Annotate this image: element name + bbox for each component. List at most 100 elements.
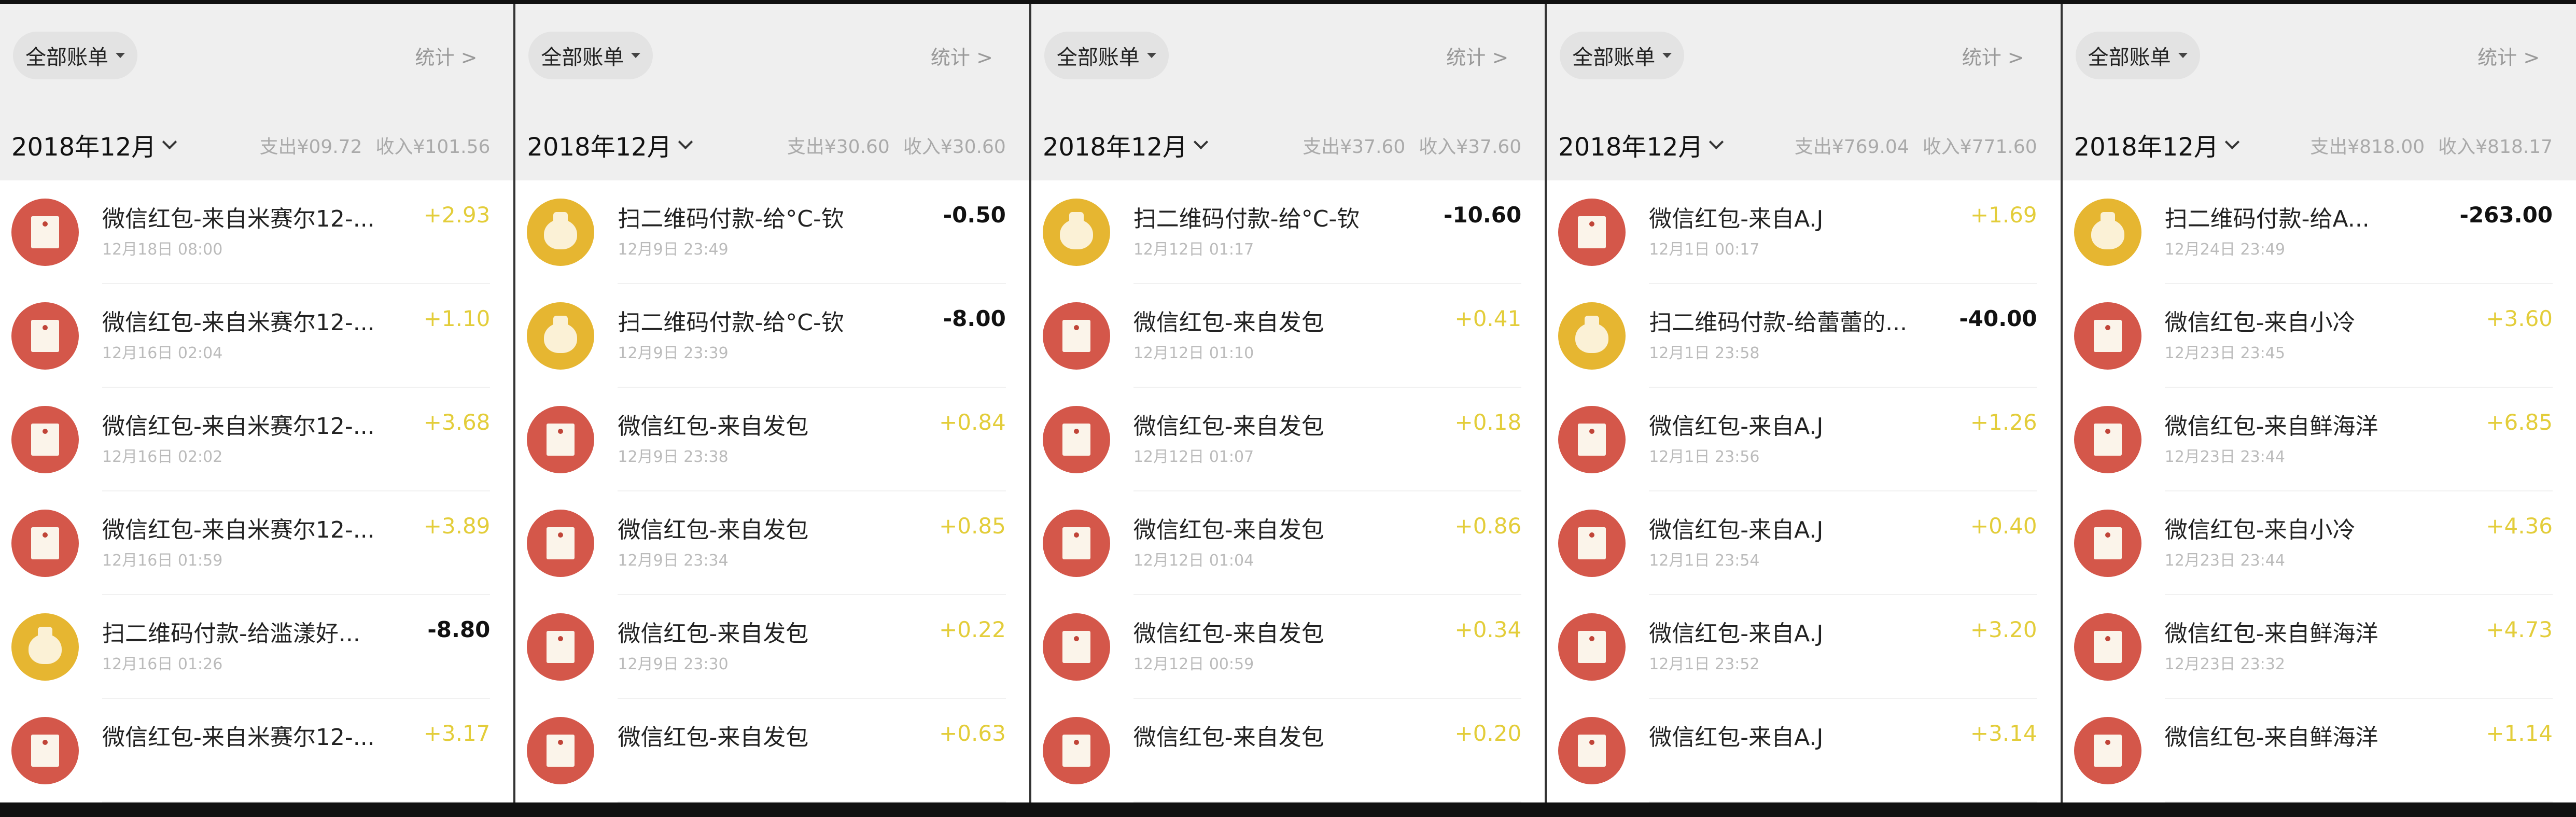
- month-picker[interactable]: 2018年12月: [2074, 126, 2240, 163]
- stats-link[interactable]: 统计 >: [1962, 46, 2024, 69]
- transaction-row[interactable]: 微信红包-来自米赛尔12-... 12月16日 02:04 +1.10: [0, 284, 513, 388]
- row-divider: [102, 490, 491, 491]
- red-packet-icon: [11, 199, 79, 266]
- month-picker[interactable]: 2018年12月: [1558, 126, 1724, 163]
- transaction-row[interactable]: 微信红包-来自发包 12月9日 23:34 +0.85: [515, 491, 1029, 595]
- stats-link[interactable]: 统计 >: [415, 46, 478, 69]
- transaction-row[interactable]: 微信红包-来自米赛尔12-... 12月16日 01:59 +3.89: [0, 491, 513, 595]
- transaction-row[interactable]: 微信红包-来自小冷 12月23日 23:44 +4.36: [2063, 491, 2576, 595]
- red-packet-icon: [2074, 717, 2141, 784]
- qr-pay-icon: [527, 302, 595, 370]
- transaction-row[interactable]: 扫二维码付款-给°C-钦 12月12日 01:17 -10.60: [1031, 180, 1545, 284]
- month-picker[interactable]: 2018年12月: [527, 126, 693, 163]
- transaction-time: 12月9日 23:34: [618, 552, 729, 570]
- transaction-title: 微信红包-来自发包: [618, 621, 809, 647]
- money-bag-glyph: [544, 212, 578, 249]
- transaction-title: 扫二维码付款-给A...: [2164, 206, 2370, 232]
- transaction-row[interactable]: 扫二维码付款-给蕾蕾的... 12月1日 23:58 -40.00: [1547, 284, 2060, 388]
- transaction-title: 微信红包-来自米赛尔12-...: [102, 724, 375, 751]
- row-divider: [1133, 490, 1522, 491]
- money-bag-glyph: [2091, 212, 2124, 249]
- red-packet-icon: [11, 510, 79, 577]
- transaction-row[interactable]: 微信红包-来自A.J 12月1日 23:52 +3.20: [1547, 595, 2060, 699]
- transaction-time: 12月9日 23:39: [618, 344, 729, 362]
- transaction-amount: -263.00: [2459, 202, 2553, 228]
- transaction-title: 微信红包-来自A.J: [1649, 724, 1824, 751]
- envelope-glyph: [2093, 527, 2122, 559]
- row-divider: [2164, 594, 2553, 595]
- expense-total: 支出¥769.04: [1794, 136, 1909, 158]
- row-divider: [102, 801, 491, 802]
- transaction-row[interactable]: 扫二维码付款-给°C-钦 12月9日 23:39 -8.00: [515, 284, 1029, 388]
- transaction-row[interactable]: 微信红包-来自发包 12月12日 01:04 +0.86: [1031, 491, 1545, 595]
- transaction-row[interactable]: 扫二维码付款-给°C-钦 12月9日 23:49 -0.50: [515, 180, 1029, 284]
- caret-down-icon: [631, 53, 641, 58]
- chevron-down-icon: [1709, 134, 1724, 150]
- stats-link[interactable]: 统计 >: [2477, 46, 2540, 69]
- chevron-down-icon: [162, 134, 177, 150]
- transaction-title: 微信红包-来自发包: [1133, 309, 1324, 336]
- row-divider: [1649, 490, 2037, 491]
- transaction-title: 微信红包-来自发包: [618, 517, 809, 543]
- transaction-amount: +0.40: [1970, 513, 2037, 539]
- transaction-time: 12月9日 23:49: [618, 241, 729, 259]
- row-divider: [1649, 283, 2037, 284]
- filter-dropdown[interactable]: 全部账单: [1560, 32, 1685, 79]
- transaction-time: 12月23日 23:44: [2164, 448, 2285, 466]
- month-picker[interactable]: 2018年12月: [1043, 126, 1209, 163]
- transaction-row[interactable]: 微信红包-来自小冷 12月23日 23:45 +3.60: [2063, 284, 2576, 388]
- transaction-row[interactable]: 微信红包-来自发包 +0.63: [515, 699, 1029, 802]
- transaction-row[interactable]: 微信红包-来自鲜海洋 12月23日 23:44 +6.85: [2063, 388, 2576, 491]
- transaction-row[interactable]: 微信红包-来自A.J +3.14: [1547, 699, 2060, 802]
- transaction-amount: +0.84: [939, 410, 1006, 435]
- transaction-row[interactable]: 微信红包-来自米赛尔12-... 12月16日 02:02 +3.68: [0, 388, 513, 491]
- row-divider: [2164, 801, 2553, 802]
- transaction-row[interactable]: 微信红包-来自鲜海洋 12月23日 23:32 +4.73: [2063, 595, 2576, 699]
- filter-label: 全部账单: [2088, 46, 2171, 69]
- transaction-row[interactable]: 微信红包-来自发包 +0.20: [1031, 699, 1545, 802]
- transaction-row[interactable]: 微信红包-来自发包 12月12日 00:59 +0.34: [1031, 595, 1545, 699]
- month-picker[interactable]: 2018年12月: [11, 126, 177, 163]
- stats-link[interactable]: 统计 >: [1446, 46, 1509, 69]
- expense-total: 支出¥37.60: [1303, 136, 1406, 158]
- transaction-amount: +3.89: [423, 513, 491, 539]
- transaction-row[interactable]: 微信红包-来自发包 12月12日 01:07 +0.18: [1031, 388, 1545, 491]
- row-divider: [1133, 283, 1522, 284]
- envelope-glyph: [1578, 216, 1606, 248]
- transaction-title: 微信红包-来自A.J: [1649, 206, 1824, 232]
- transaction-title: 微信红包-来自A.J: [1649, 413, 1824, 440]
- filter-dropdown[interactable]: 全部账单: [528, 32, 653, 79]
- transaction-row[interactable]: 微信红包-来自发包 12月9日 23:38 +0.84: [515, 388, 1029, 491]
- transaction-row[interactable]: 微信红包-来自发包 12月9日 23:30 +0.22: [515, 595, 1029, 699]
- transaction-amount: +0.20: [1454, 721, 1522, 746]
- transaction-title: 微信红包-来自米赛尔12-...: [102, 206, 375, 232]
- transaction-row[interactable]: 扫二维码付款-给滥漾好... 12月16日 01:26 -8.80: [0, 595, 513, 699]
- transaction-title: 微信红包-来自发包: [1133, 621, 1324, 647]
- transaction-row[interactable]: 微信红包-来自米赛尔12-... 12月18日 08:00 +2.93: [0, 180, 513, 284]
- transaction-row[interactable]: 微信红包-来自A.J 12月1日 23:54 +0.40: [1547, 491, 2060, 595]
- filter-dropdown[interactable]: 全部账单: [1044, 32, 1169, 79]
- red-packet-icon: [2074, 510, 2141, 577]
- transaction-time: 12月1日 23:58: [1649, 344, 1760, 362]
- transaction-row[interactable]: 微信红包-来自A.J 12月1日 00:17 +1.69: [1547, 180, 2060, 284]
- red-packet-icon: [11, 302, 79, 370]
- transaction-row[interactable]: 微信红包-来自A.J 12月1日 23:56 +1.26: [1547, 388, 2060, 491]
- filter-dropdown[interactable]: 全部账单: [2075, 32, 2200, 79]
- transaction-row[interactable]: 微信红包-来自发包 12月12日 01:10 +0.41: [1031, 284, 1545, 388]
- transaction-title: 微信红包-来自A.J: [1649, 621, 1824, 647]
- stats-link[interactable]: 统计 >: [930, 46, 993, 69]
- transaction-row[interactable]: 扫二维码付款-给A... 12月24日 23:49 -263.00: [2063, 180, 2576, 284]
- filter-dropdown[interactable]: 全部账单: [13, 32, 137, 79]
- chevron-down-icon: [1193, 134, 1209, 150]
- transaction-title: 微信红包-来自发包: [618, 724, 809, 751]
- row-divider: [618, 698, 1006, 699]
- transaction-amount: -0.50: [943, 202, 1006, 228]
- caret-down-icon: [116, 53, 125, 58]
- transaction-time: 12月9日 23:38: [618, 448, 729, 466]
- transaction-time: 12月16日 02:02: [102, 448, 223, 466]
- transaction-row[interactable]: 微信红包-来自米赛尔12-... +3.17: [0, 699, 513, 802]
- envelope-glyph: [1578, 527, 1606, 559]
- red-packet-icon: [1558, 613, 1626, 681]
- transaction-row[interactable]: 微信红包-来自鲜海洋 +1.14: [2063, 699, 2576, 802]
- row-divider: [102, 594, 491, 595]
